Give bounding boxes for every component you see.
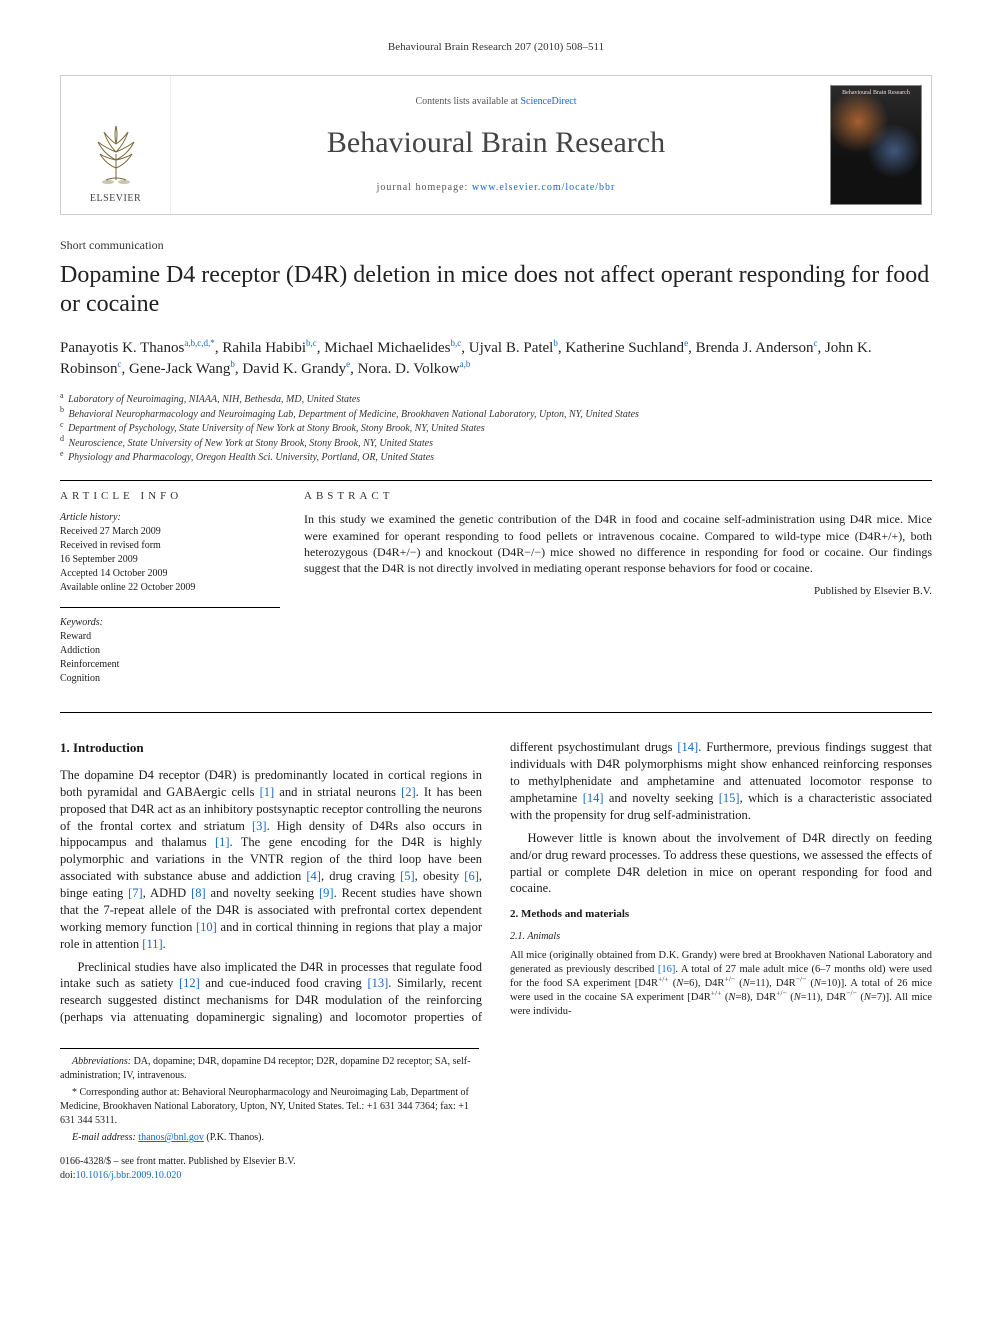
methods-heading: 2. Methods and materials: [510, 907, 932, 922]
email-tail: (P.K. Thanos).: [204, 1132, 264, 1143]
article-info-heading: article info: [60, 489, 280, 504]
masthead: ELSEVIER Contents lists available at Sci…: [60, 75, 932, 215]
publisher-line: Published by Elsevier B.V.: [304, 584, 932, 599]
history-line: 16 September 2009: [60, 553, 280, 567]
corresponding-footnote: * Corresponding author at: Behavioral Ne…: [60, 1086, 479, 1128]
keyword: Cognition: [60, 672, 280, 686]
animals-text: All mice (originally obtained from D.K. …: [510, 949, 932, 1020]
publisher-logo-block: ELSEVIER: [61, 76, 171, 214]
doi-prefix: doi:: [60, 1170, 76, 1181]
homepage-line: journal homepage: www.elsevier.com/locat…: [377, 181, 616, 195]
history-line: Received in revised form: [60, 539, 280, 553]
cover-thumb-block: Behavioural Brain Research: [821, 76, 931, 214]
history-line: Available online 22 October 2009: [60, 581, 280, 595]
article-info-column: article info Article history: Received 2…: [60, 489, 280, 699]
email-footnote: E-mail address: thanos@bnl.gov (P.K. Tha…: [60, 1131, 479, 1145]
cover-label: Behavioural Brain Research: [835, 90, 917, 97]
keyword: Reward: [60, 630, 280, 644]
article-title: Dopamine D4 receptor (D4R) deletion in m…: [60, 261, 932, 320]
affiliation-line: c Department of Psychology, State Univer…: [60, 422, 932, 437]
journal-cover-thumb: Behavioural Brain Research: [830, 85, 922, 205]
history-line: Received 27 March 2009: [60, 525, 280, 539]
elsevier-tree-icon: [86, 118, 146, 188]
front-matter-line: 0166-4328/$ – see front matter. Publishe…: [60, 1155, 479, 1169]
rule-bottom: [60, 712, 932, 713]
affiliation-line: a Laboratory of Neuroimaging, NIAAA, NIH…: [60, 393, 932, 408]
intro-heading: 1. Introduction: [60, 739, 482, 757]
keyword: Reinforcement: [60, 658, 280, 672]
copyright-block: 0166-4328/$ – see front matter. Publishe…: [60, 1155, 479, 1182]
doi-link[interactable]: 10.1016/j.bbr.2009.10.020: [76, 1170, 182, 1181]
animals-heading: 2.1. Animals: [510, 930, 932, 944]
running-head: Behavioural Brain Research 207 (2010) 50…: [60, 40, 932, 55]
article-type: Short communication: [60, 237, 932, 253]
contents-available-line: Contents lists available at ScienceDirec…: [415, 95, 576, 109]
intro-p3: However little is known about the involv…: [510, 830, 932, 898]
abstract-column: abstract In this study we examined the g…: [304, 489, 932, 699]
email-label: E-mail address:: [72, 1132, 136, 1143]
contents-prefix: Contents lists available at: [415, 96, 520, 107]
abstract-heading: abstract: [304, 489, 932, 504]
affiliations: a Laboratory of Neuroimaging, NIAAA, NIH…: [60, 393, 932, 466]
abbreviations-label: Abbreviations:: [72, 1056, 131, 1067]
affiliation-line: d Neuroscience, State University of New …: [60, 437, 932, 452]
abstract-text: In this study we examined the genetic co…: [304, 511, 932, 576]
footnotes: Abbreviations: DA, dopamine; D4R, dopami…: [60, 1048, 479, 1145]
keywords-block: Keywords: RewardAddictionReinforcementCo…: [60, 616, 280, 686]
authors-line: Panayotis K. Thanosa,b,c,d,*, Rahila Hab…: [60, 338, 932, 382]
journal-homepage-link[interactable]: www.elsevier.com/locate/bbr: [472, 182, 616, 193]
abbreviations-footnote: Abbreviations: DA, dopamine; D4R, dopami…: [60, 1055, 479, 1083]
journal-name: Behavioural Brain Research: [327, 123, 665, 164]
history-label: Article history:: [60, 511, 280, 525]
publisher-name: ELSEVIER: [90, 192, 141, 206]
keyword: Addiction: [60, 644, 280, 658]
affiliation-line: e Physiology and Pharmacology, Oregon He…: [60, 451, 932, 466]
affiliation-line: b Behavioral Neuropharmacology and Neuro…: [60, 408, 932, 423]
sciencedirect-link[interactable]: ScienceDirect: [520, 96, 576, 107]
email-link[interactable]: thanos@bnl.gov: [138, 1132, 204, 1143]
homepage-prefix: journal homepage:: [377, 182, 472, 193]
history-line: Accepted 14 October 2009: [60, 567, 280, 581]
article-history: Article history: Received 27 March 2009R…: [60, 511, 280, 595]
keywords-label: Keywords:: [60, 616, 280, 630]
rule-top: [60, 480, 932, 481]
doi-line: doi:10.1016/j.bbr.2009.10.020: [60, 1169, 479, 1183]
info-divider: [60, 607, 280, 608]
intro-p1: The dopamine D4 receptor (D4R) is predom…: [60, 767, 482, 953]
body-columns: 1. Introduction The dopamine D4 receptor…: [60, 739, 932, 1026]
masthead-center: Contents lists available at ScienceDirec…: [171, 76, 821, 214]
